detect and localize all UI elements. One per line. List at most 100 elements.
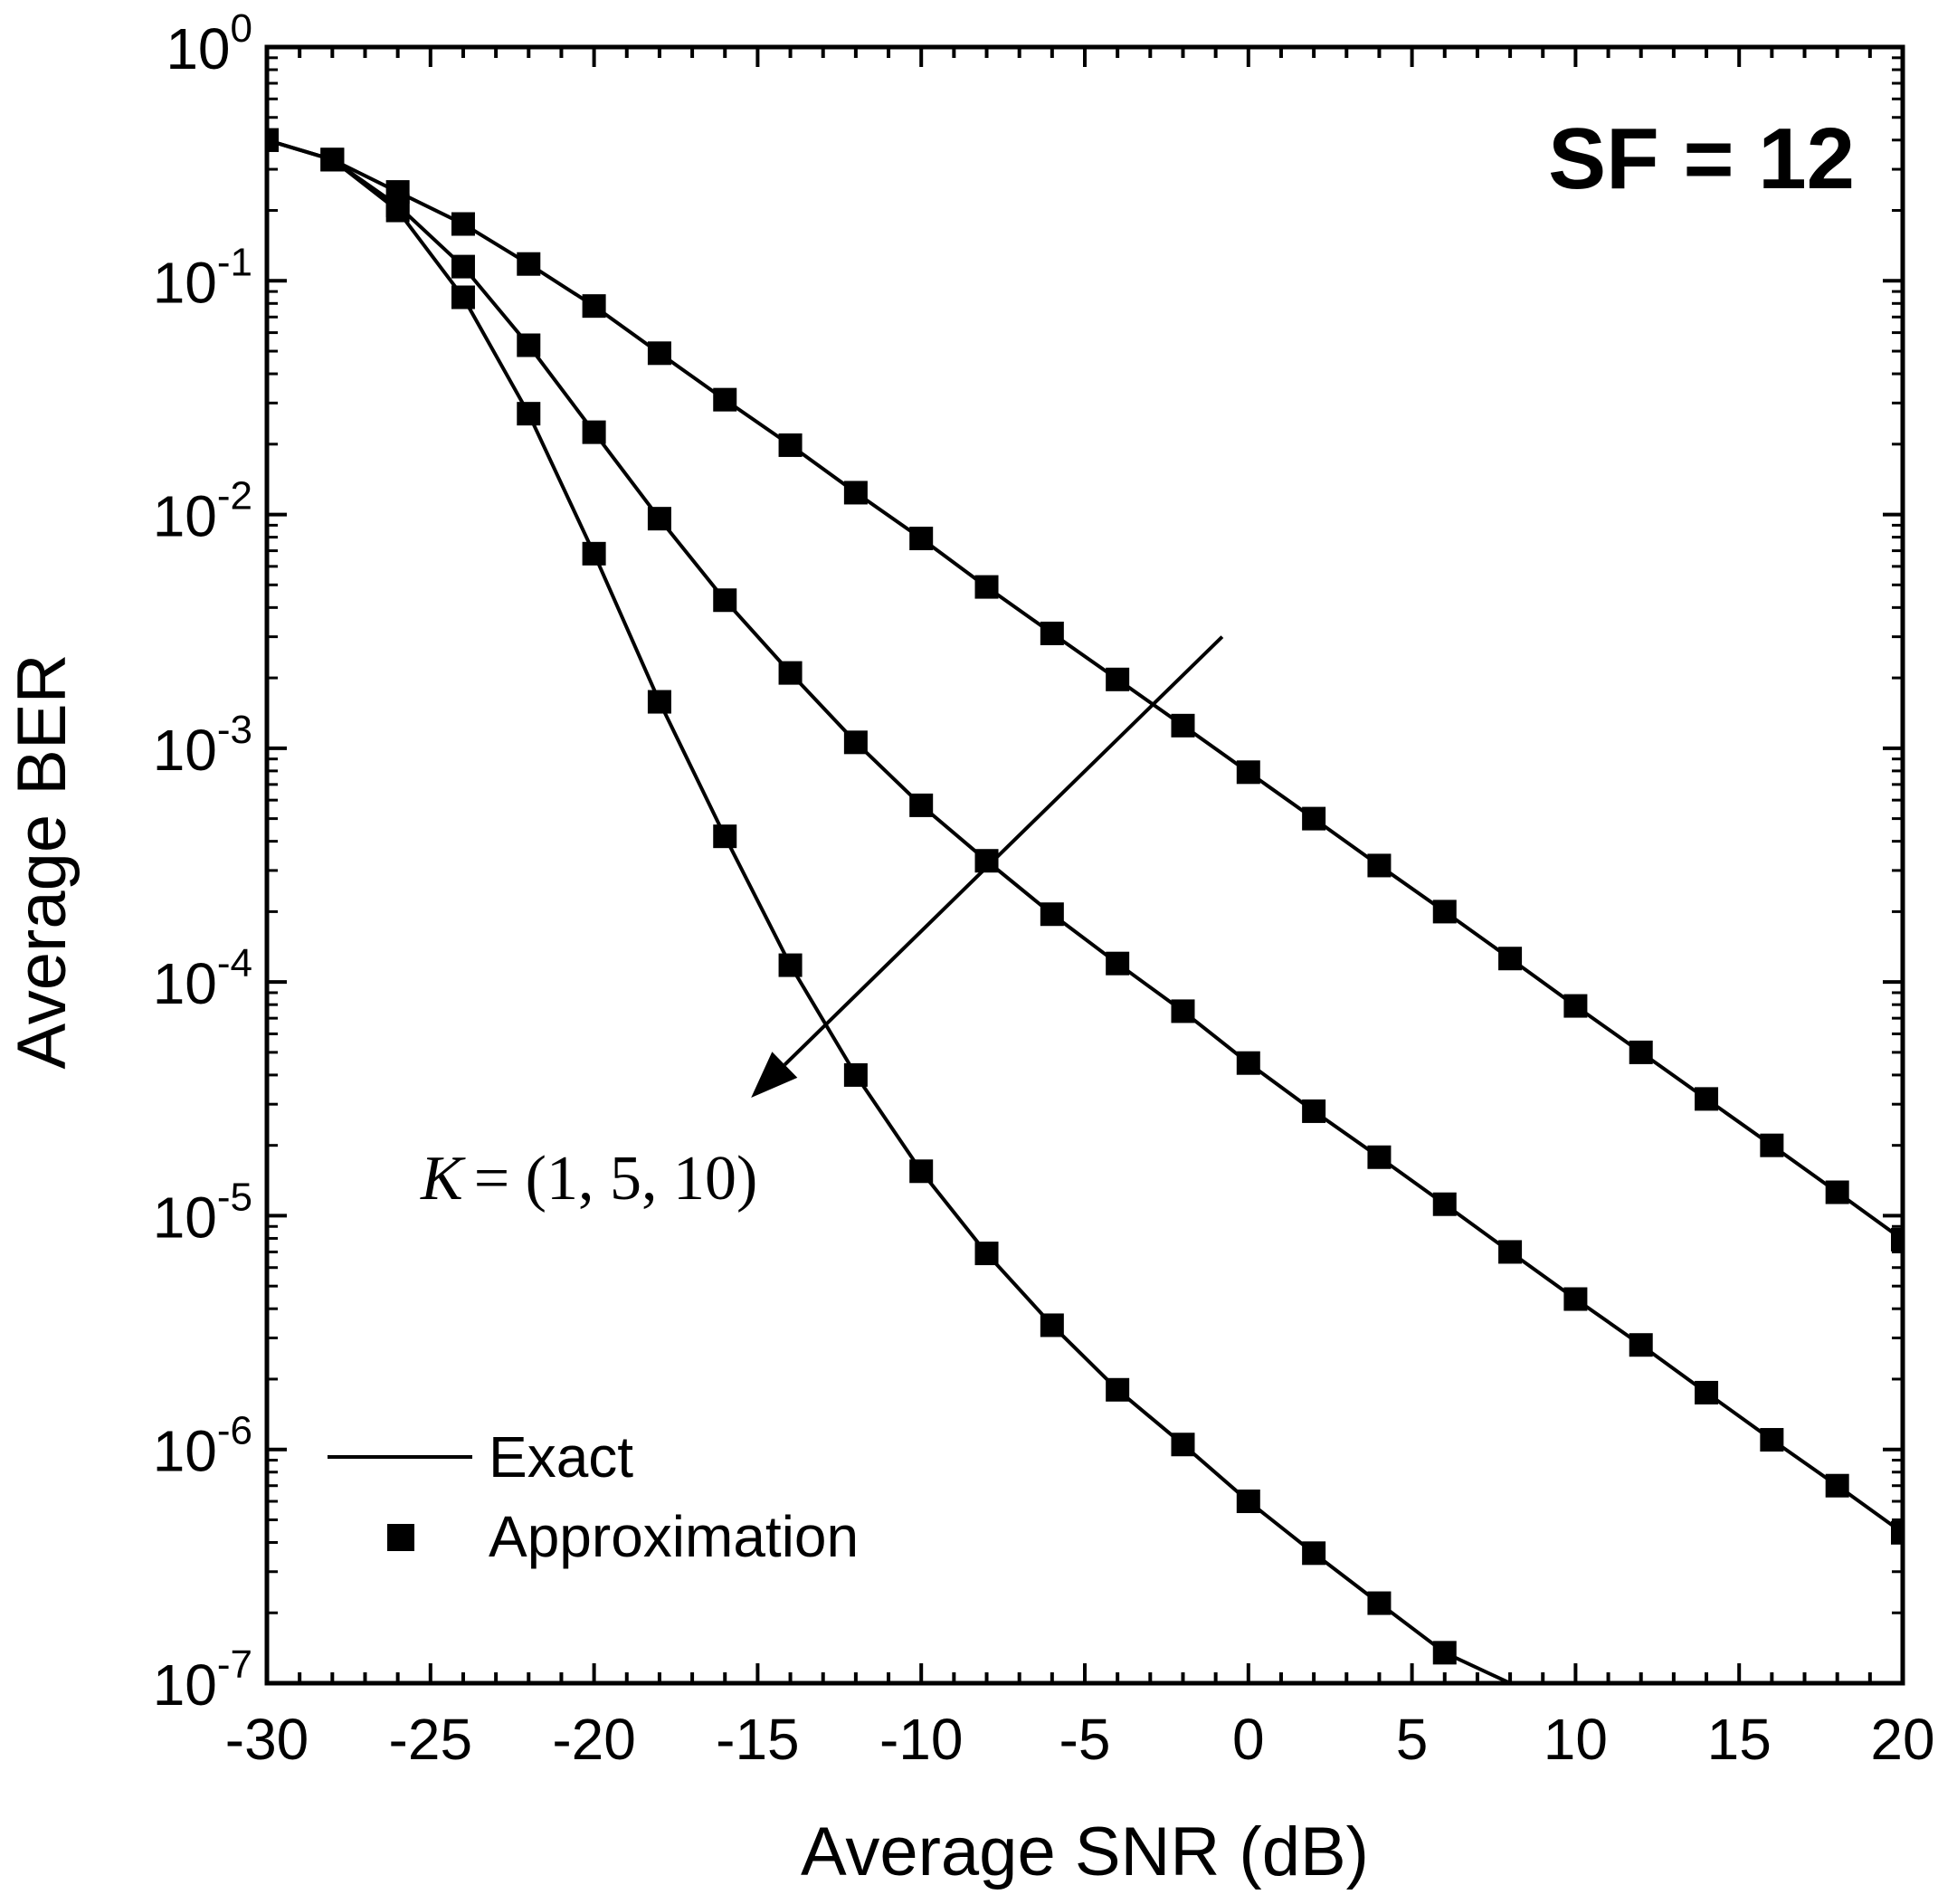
series-2-marker (517, 333, 541, 357)
y-tick-label-exponent: -2 (217, 474, 252, 519)
series-2-marker (1825, 1473, 1849, 1498)
series-3-marker (909, 1159, 934, 1184)
x-tick-label: -20 (552, 1707, 636, 1772)
series-3-marker (517, 402, 541, 426)
series-3-marker (582, 541, 606, 566)
series-1-marker (1695, 1087, 1719, 1111)
series-1-marker (451, 212, 475, 236)
x-tick-label: -5 (1059, 1707, 1111, 1772)
series-3-marker (1302, 1541, 1326, 1566)
series-3-marker (778, 953, 803, 977)
legend-square-swatch (387, 1524, 414, 1551)
series-2-marker (1432, 1192, 1457, 1216)
k-values: = (1, 5, 10) (474, 1144, 758, 1214)
y-tick-label-exponent: 0 (231, 6, 252, 51)
k-symbol: K (420, 1144, 466, 1214)
series-1-marker (843, 481, 868, 505)
x-tick-label: 5 (1396, 1707, 1429, 1772)
x-tick-label: -15 (716, 1707, 800, 1772)
series-3-marker (1367, 1591, 1392, 1615)
y-tick-label-base: 10 (153, 484, 217, 549)
k-annotation: K = (1, 5, 10) (420, 635, 1224, 1214)
series-1-marker (1563, 994, 1588, 1018)
series-1-marker (1432, 900, 1457, 924)
y-tick-label: 100 (166, 6, 252, 81)
series-3-marker (647, 690, 671, 714)
series-3-marker (1171, 1433, 1195, 1457)
series-1-marker (1040, 621, 1064, 645)
y-tick-label-base: 10 (153, 250, 217, 315)
series-3-marker (843, 1062, 868, 1087)
series-1-marker (647, 341, 671, 366)
y-tick-label-exponent: -3 (217, 708, 252, 752)
series-1-marker (1367, 853, 1392, 878)
series-2-marker (1498, 1240, 1523, 1264)
series-2-marker (843, 730, 868, 755)
x-tick-label: -30 (225, 1707, 309, 1772)
series-2-marker (1171, 999, 1195, 1023)
y-tick-label-base: 10 (153, 1419, 217, 1484)
chart-title: SF = 12 (1548, 110, 1855, 207)
series-3-marker (1236, 1490, 1260, 1514)
x-tick-label: 10 (1544, 1707, 1608, 1772)
series-2-marker (778, 661, 803, 685)
series-1-marker (1236, 760, 1260, 785)
series-1-marker (582, 294, 606, 319)
series-2-marker (1106, 951, 1130, 976)
series-2-marker (713, 588, 737, 613)
x-tick-label: 20 (1870, 1707, 1934, 1772)
series-3-marker (320, 148, 345, 172)
series-3-marker (1432, 1641, 1457, 1665)
legend-label-exact: Exact (489, 1424, 633, 1490)
series-1-marker (1825, 1180, 1849, 1204)
x-tick-label: -25 (389, 1707, 473, 1772)
series-2-marker (647, 507, 671, 531)
x-axis-label: Average SNR (dB) (801, 1814, 1369, 1890)
x-tick-label: 15 (1707, 1707, 1772, 1772)
series-2-marker (1760, 1428, 1784, 1452)
series-2-marker (1367, 1145, 1392, 1169)
series-1-marker (1498, 947, 1523, 971)
y-tick-label-base: 10 (153, 718, 217, 783)
series-1-marker (778, 433, 803, 457)
y-tick-label-exponent: -6 (217, 1409, 252, 1453)
series-2-marker (1236, 1051, 1260, 1075)
y-tick-label-exponent: -4 (217, 941, 252, 985)
y-tick-label: 10-6 (153, 1409, 252, 1484)
y-tick-label-exponent: -7 (217, 1642, 252, 1687)
series-3-marker (974, 1242, 999, 1266)
series-2-marker (1563, 1287, 1588, 1311)
series-3-marker (385, 198, 410, 223)
y-tick-label: 10-3 (153, 708, 252, 783)
y-tick-label-base: 10 (153, 1185, 217, 1250)
series-1-marker (974, 575, 999, 599)
series-2-marker (582, 420, 606, 444)
series-2-marker (909, 793, 934, 817)
series-2-marker (1040, 902, 1064, 927)
y-tick-label-base: 10 (153, 1652, 217, 1718)
series-2-marker (1695, 1380, 1719, 1404)
series-1-marker (909, 527, 934, 551)
k-annotation-text: K = (1, 5, 10) (420, 1144, 757, 1214)
x-tick-label: 0 (1232, 1707, 1265, 1772)
series-1-marker (1629, 1040, 1653, 1064)
series-3-marker (713, 824, 737, 849)
y-axis-label: Average BER (4, 653, 81, 1069)
plot-frame (264, 44, 1905, 1686)
y-tick-label: 10-2 (153, 474, 252, 549)
x-tick-label: -10 (879, 1707, 964, 1772)
series-2-marker (451, 254, 475, 279)
series-line-3 (267, 138, 1903, 1683)
series-3-marker (451, 285, 475, 309)
legend: Exact Approximation (328, 1424, 859, 1569)
series-3-marker (1040, 1313, 1064, 1338)
legend-label-approximation: Approximation (489, 1504, 859, 1569)
k-arrow-line (783, 635, 1224, 1067)
y-tick-label-base: 10 (153, 951, 217, 1016)
y-tick-label: 10-5 (153, 1175, 252, 1250)
series-1-marker (1760, 1133, 1784, 1157)
series-1-marker (713, 387, 737, 412)
